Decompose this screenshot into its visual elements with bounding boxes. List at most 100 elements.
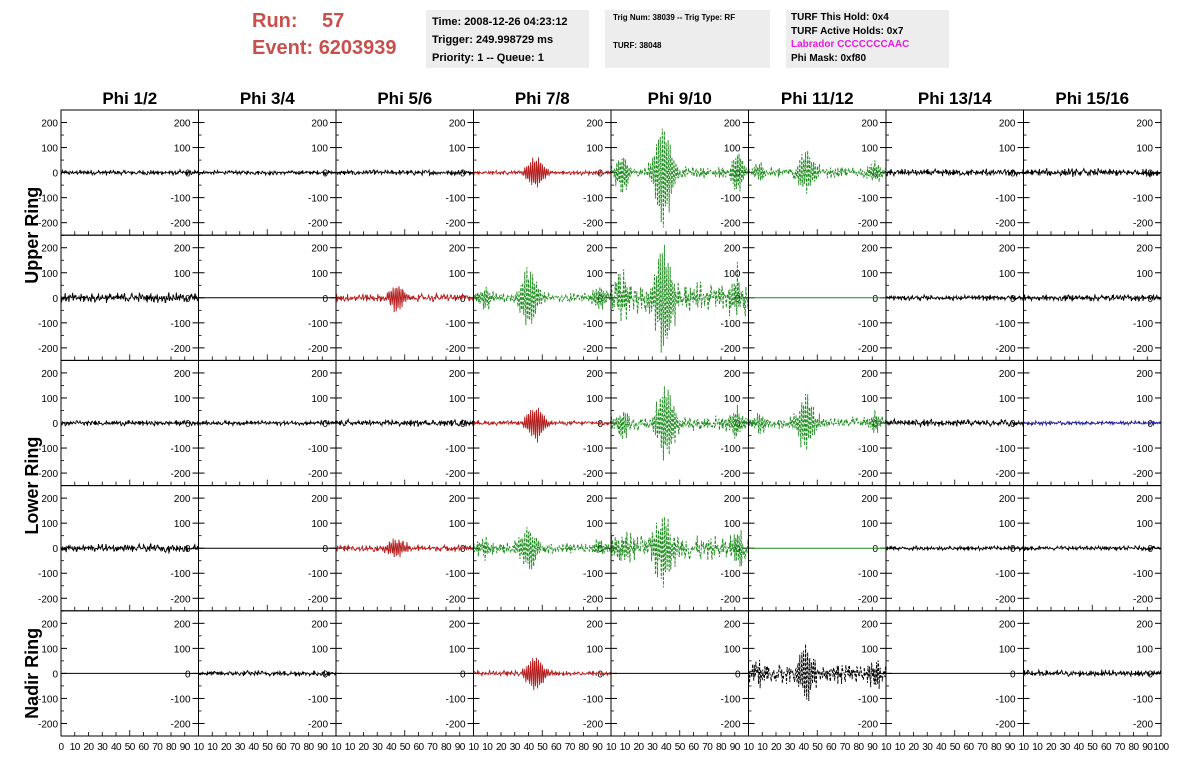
x-tick-label: 10 xyxy=(1032,742,1043,753)
x-tick-label: 90 xyxy=(317,742,328,753)
x-tick-label: 90 xyxy=(730,742,741,753)
y-tick-label: -200 xyxy=(445,594,465,605)
y-tick-label: 200 xyxy=(1136,619,1153,630)
y-tick-label: -100 xyxy=(1133,319,1153,330)
y-tick-label: 0 xyxy=(322,294,328,305)
y-tick-label: 100 xyxy=(449,519,466,530)
waveform-trace xyxy=(473,267,612,326)
y-tick-label: 100 xyxy=(724,644,741,655)
column-header: Phi 7/8 xyxy=(515,89,570,108)
waveform-trace xyxy=(885,417,1024,428)
y-tick-label: 200 xyxy=(41,494,58,505)
y-tick-label: -100 xyxy=(1133,444,1153,455)
x-tick-label: 20 xyxy=(1046,742,1057,753)
y-tick-label: 200 xyxy=(586,369,603,380)
y-tick-label: 100 xyxy=(41,144,58,155)
y-tick-label: -200 xyxy=(308,219,328,230)
y-tick-label: -100 xyxy=(38,694,58,705)
y-tick-label: -200 xyxy=(1133,344,1153,355)
x-tick-label: 60 xyxy=(138,742,149,753)
y-tick-label: 100 xyxy=(586,644,603,655)
y-tick-label: 200 xyxy=(41,119,58,130)
y-tick-label: 0 xyxy=(460,669,466,680)
x-tick-label: 30 xyxy=(785,742,796,753)
y-tick-label: -100 xyxy=(720,194,740,205)
y-tick-label: -200 xyxy=(995,344,1015,355)
x-tick-label: 50 xyxy=(125,742,136,753)
y-tick-label: 100 xyxy=(724,144,741,155)
y-tick-label: -200 xyxy=(308,594,328,605)
y-tick-label: -200 xyxy=(38,719,58,730)
waveform-trace xyxy=(610,386,749,461)
y-tick-label: -100 xyxy=(308,694,328,705)
y-tick-label: 200 xyxy=(311,244,328,255)
trig-num-text: Trig Num: 38039 -- Trig Type: RF xyxy=(613,13,736,22)
waveform-trace xyxy=(748,644,887,702)
y-tick-label: -200 xyxy=(720,219,740,230)
y-tick-label: 100 xyxy=(1136,394,1153,405)
y-tick-label: -100 xyxy=(995,444,1015,455)
x-tick-label: 20 xyxy=(221,742,232,753)
time-info-box: Time: 2008-12-26 04:23:12 Trigger: 249.9… xyxy=(426,10,589,68)
x-tick-label: 70 xyxy=(840,742,851,753)
column-header: Phi 9/10 xyxy=(648,89,712,108)
y-tick-label: 100 xyxy=(861,394,878,405)
waveform-trace xyxy=(885,293,1024,302)
row-label: Nadir Ring xyxy=(22,628,42,719)
x-tick-label: 50 xyxy=(262,742,273,753)
y-tick-label: -200 xyxy=(720,594,740,605)
y-tick-label: 200 xyxy=(41,369,58,380)
waveform-trace xyxy=(473,527,612,570)
y-tick-label: -100 xyxy=(445,319,465,330)
row-label: Lower Ring xyxy=(22,437,42,535)
x-tick-label: 50 xyxy=(950,742,961,753)
x-tick-label: 40 xyxy=(248,742,259,753)
y-tick-label: -100 xyxy=(38,444,58,455)
x-tick-label: 30 xyxy=(510,742,521,753)
y-tick-label: -100 xyxy=(170,444,190,455)
waveform-trace xyxy=(60,291,199,304)
waveform-trace xyxy=(748,150,887,194)
y-tick-label: -200 xyxy=(995,469,1015,480)
y-tick-label: 200 xyxy=(724,244,741,255)
y-tick-label: 100 xyxy=(999,269,1016,280)
waveform-trace xyxy=(1023,668,1162,678)
waveform-trace xyxy=(335,168,474,177)
y-tick-label: 200 xyxy=(861,119,878,130)
x-tick-label: 10 xyxy=(743,742,754,753)
x-tick-label: 70 xyxy=(565,742,576,753)
column-header: Phi 3/4 xyxy=(240,89,295,108)
y-tick-label: 0 xyxy=(460,544,466,555)
y-tick-label: -100 xyxy=(170,694,190,705)
y-tick-label: 200 xyxy=(174,119,191,130)
y-tick-label: 100 xyxy=(724,519,741,530)
turf-info-box: TURF This Hold: 0x4 TURF Active Holds: 0… xyxy=(786,10,949,68)
x-tick-label: 70 xyxy=(977,742,988,753)
y-tick-label: 100 xyxy=(586,394,603,405)
y-tick-label: 0 xyxy=(1010,669,1016,680)
y-tick-label: 100 xyxy=(724,269,741,280)
y-tick-label: -200 xyxy=(38,219,58,230)
y-tick-label: 100 xyxy=(174,394,191,405)
x-tick-label: 10 xyxy=(881,742,892,753)
y-tick-label: -200 xyxy=(170,344,190,355)
y-tick-label: -200 xyxy=(308,344,328,355)
x-tick-label: 30 xyxy=(372,742,383,753)
y-tick-label: 0 xyxy=(1010,294,1016,305)
y-tick-label: -200 xyxy=(583,469,603,480)
y-tick-label: 0 xyxy=(185,419,191,430)
y-tick-label: 100 xyxy=(586,144,603,155)
y-tick-label: -100 xyxy=(583,569,603,580)
y-tick-label: 100 xyxy=(999,519,1016,530)
y-tick-label: -200 xyxy=(1133,469,1153,480)
x-tick-label: 50 xyxy=(537,742,548,753)
y-tick-label: 100 xyxy=(999,144,1016,155)
x-tick-label: 90 xyxy=(1142,742,1153,753)
y-tick-label: -100 xyxy=(858,444,878,455)
y-tick-label: 200 xyxy=(449,119,466,130)
y-tick-label: 0 xyxy=(52,669,58,680)
time-text: Time: 2008-12-26 04:23:12 xyxy=(432,16,568,28)
y-tick-label: 200 xyxy=(1136,369,1153,380)
x-tick-label: 80 xyxy=(853,742,864,753)
y-tick-label: 100 xyxy=(861,144,878,155)
